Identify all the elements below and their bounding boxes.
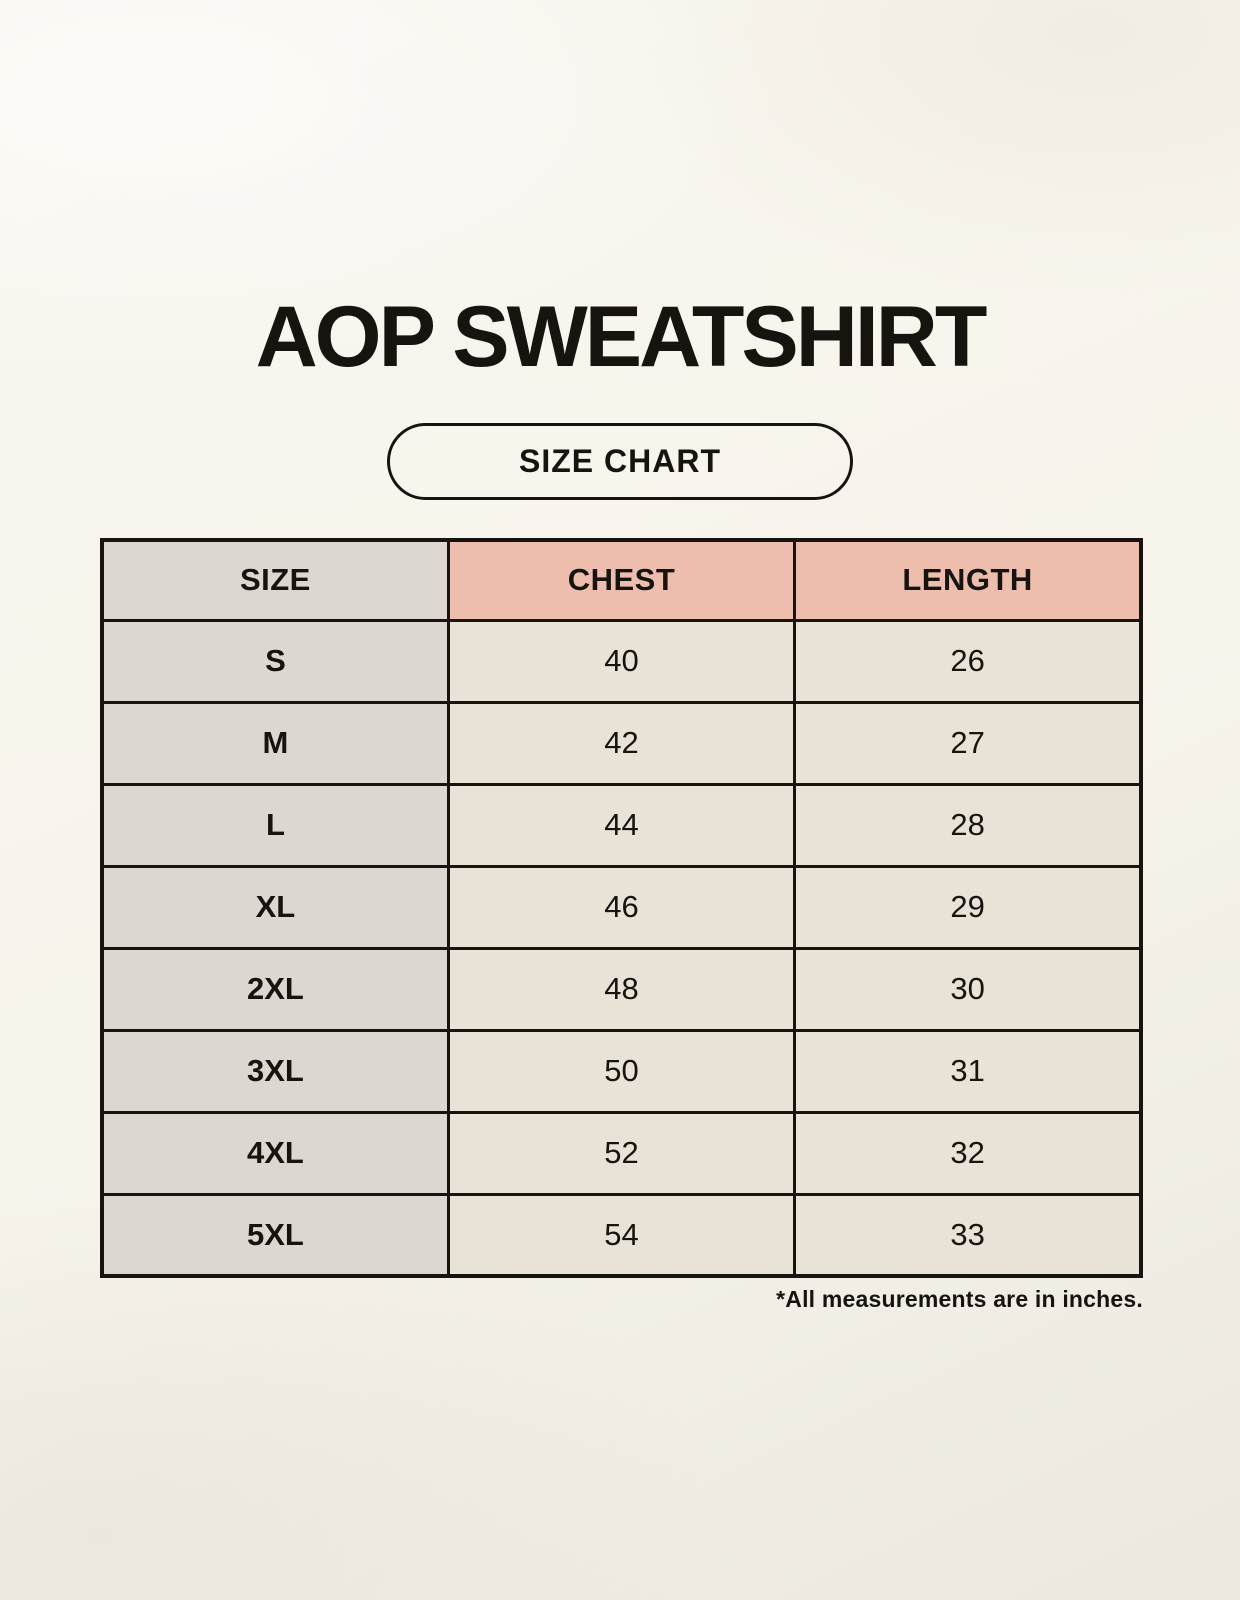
chest-cell: 46 bbox=[446, 864, 797, 950]
length-cell: 33 bbox=[793, 1192, 1143, 1278]
chest-cell: 54 bbox=[446, 1192, 797, 1278]
column-header-chest: CHEST bbox=[446, 538, 797, 622]
size-chart-badge: SIZE CHART bbox=[387, 423, 853, 500]
size-cell: L bbox=[100, 782, 450, 868]
length-cell: 27 bbox=[793, 700, 1143, 786]
size-table-header: SIZE CHEST LENGTH bbox=[100, 538, 1143, 622]
size-cell: 4XL bbox=[100, 1110, 450, 1196]
size-table: SIZE CHEST LENGTH S 40 26 M 42 27 L 44 2… bbox=[100, 538, 1143, 1278]
size-cell: 5XL bbox=[100, 1192, 450, 1278]
chest-cell: 44 bbox=[446, 782, 797, 868]
table-row: L 44 28 bbox=[100, 782, 1143, 868]
length-cell: 30 bbox=[793, 946, 1143, 1032]
table-row: 3XL 50 31 bbox=[100, 1028, 1143, 1114]
size-cell: 2XL bbox=[100, 946, 450, 1032]
chest-cell: 50 bbox=[446, 1028, 797, 1114]
size-cell: 3XL bbox=[100, 1028, 450, 1114]
length-cell: 28 bbox=[793, 782, 1143, 868]
table-row: XL 46 29 bbox=[100, 864, 1143, 950]
chest-cell: 40 bbox=[446, 618, 797, 704]
page-title: AOP SWEATSHIRT bbox=[255, 289, 988, 385]
table-row: S 40 26 bbox=[100, 618, 1143, 704]
size-cell: XL bbox=[100, 864, 450, 950]
size-cell: M bbox=[100, 700, 450, 786]
measurement-footnote: *All measurements are in inches. bbox=[776, 1286, 1143, 1312]
table-row: M 42 27 bbox=[100, 700, 1143, 786]
table-row: 4XL 52 32 bbox=[100, 1110, 1143, 1196]
size-chart-badge-label: SIZE CHART bbox=[519, 443, 721, 479]
column-header-length: LENGTH bbox=[793, 538, 1143, 622]
header-row: SIZE CHEST LENGTH bbox=[100, 538, 1143, 622]
length-cell: 29 bbox=[793, 864, 1143, 950]
column-header-size: SIZE bbox=[100, 538, 450, 622]
length-cell: 31 bbox=[793, 1028, 1143, 1114]
table-row: 2XL 48 30 bbox=[100, 946, 1143, 1032]
length-cell: 32 bbox=[793, 1110, 1143, 1196]
chest-cell: 48 bbox=[446, 946, 797, 1032]
chest-cell: 42 bbox=[446, 700, 797, 786]
size-cell: S bbox=[100, 618, 450, 704]
chest-cell: 52 bbox=[446, 1110, 797, 1196]
size-table-body: S 40 26 M 42 27 L 44 28 XL 46 29 2XL 48 … bbox=[100, 618, 1143, 1278]
length-cell: 26 bbox=[793, 618, 1143, 704]
table-row: 5XL 54 33 bbox=[100, 1192, 1143, 1278]
